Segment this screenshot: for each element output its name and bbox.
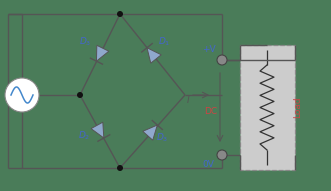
Circle shape bbox=[77, 92, 83, 98]
Text: $D_2$: $D_2$ bbox=[78, 130, 90, 142]
Text: Load: Load bbox=[294, 97, 303, 118]
Circle shape bbox=[217, 150, 227, 160]
Polygon shape bbox=[91, 122, 104, 138]
Text: I: I bbox=[187, 96, 190, 105]
Polygon shape bbox=[96, 45, 109, 61]
Circle shape bbox=[217, 55, 227, 65]
FancyBboxPatch shape bbox=[240, 45, 295, 170]
Text: DC: DC bbox=[204, 107, 217, 116]
Circle shape bbox=[117, 11, 123, 17]
Text: $D_3$: $D_3$ bbox=[156, 132, 168, 145]
Circle shape bbox=[5, 78, 39, 112]
Text: $D_1$: $D_1$ bbox=[158, 35, 170, 48]
Text: $D_3$: $D_3$ bbox=[79, 35, 91, 48]
Text: 0V: 0V bbox=[202, 160, 214, 169]
Polygon shape bbox=[147, 48, 161, 63]
Circle shape bbox=[117, 165, 123, 171]
Polygon shape bbox=[143, 125, 157, 140]
Text: +V: +V bbox=[202, 45, 215, 54]
